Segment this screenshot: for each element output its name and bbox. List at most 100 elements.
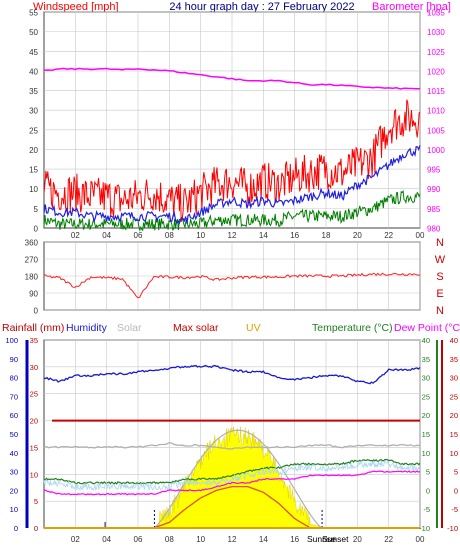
solar-fill-layer — [153, 426, 324, 529]
windspeed-axis-title: Windspeed [mph] — [33, 1, 119, 13]
wind-y-tick-label: 10 — [29, 185, 38, 194]
wind-x-tick-label: 02 — [71, 231, 80, 240]
windspeed-lull-line — [43, 189, 421, 232]
compass-label: N — [436, 305, 444, 317]
temperature-y-tick-label: 5 — [426, 468, 430, 477]
direction-y-tick-label: 0 — [34, 307, 39, 316]
rain-y-tick-label: 0 — [34, 524, 38, 533]
humidity-y-tick-label: 0 — [14, 524, 18, 533]
temperature-y-tick-label: 10 — [422, 449, 430, 458]
baro-y-tick-label: 1010 — [427, 107, 445, 116]
rain-y-tick-label: 25 — [30, 390, 38, 399]
humidity-y-tick-label: 40 — [10, 449, 18, 458]
series-layer — [43, 67, 421, 529]
direction-y-tick-label: 360 — [25, 239, 39, 248]
dewpoint-y-tick-label: 10 — [450, 449, 458, 458]
temperature-y-tick-label: -10 — [419, 524, 430, 533]
wind-x-tick-label: 18 — [322, 231, 331, 240]
dewpoint-y-tick-label: 5 — [454, 468, 458, 477]
temperature-y-tick-label: -5 — [423, 505, 430, 514]
climate-x-tick-label: 14 — [259, 535, 268, 544]
temperature-y-tick-label: 20 — [422, 411, 430, 420]
wind-y-tick-label: 40 — [29, 67, 38, 76]
wind-y-tick-label: 20 — [29, 146, 38, 155]
rain-y-tick-label: 15 — [30, 443, 38, 452]
temperature-y-tick-label: 30 — [422, 374, 430, 383]
climate-x-tick-label: 22 — [384, 535, 393, 544]
climate-x-tick-label: 10 — [196, 535, 205, 544]
direction-y-tick-label: 180 — [25, 273, 39, 282]
baro-y-tick-label: 1020 — [427, 67, 445, 76]
compass-label: N — [436, 237, 444, 249]
rain-y-tick-label: 35 — [30, 336, 38, 345]
humidity-y-tick-label: 70 — [10, 392, 18, 401]
baro-y-tick-label: 980 — [427, 225, 441, 234]
temperature-y-tick-label: 25 — [422, 392, 430, 401]
climate-x-tick-label: 16 — [290, 535, 299, 544]
legend-rainfall: Rainfall (mm) — [2, 322, 64, 334]
dewpoint-y-tick-label: 15 — [450, 430, 458, 439]
wind-x-tick-label: 12 — [228, 231, 237, 240]
climate-x-tick-label: 20 — [353, 535, 362, 544]
baro-y-tick-label: 995 — [427, 166, 441, 175]
sunset-label: Sunset — [322, 534, 349, 544]
baro-y-tick-label: 1035 — [427, 9, 445, 18]
wind-x-tick-label: 14 — [259, 231, 268, 240]
dewpoint-line — [43, 470, 421, 496]
dewpoint-y-tick-label: 0 — [454, 486, 458, 495]
baro-y-tick-label: 1005 — [427, 126, 445, 135]
legend-dewpoint: Dew Point (°C) — [394, 322, 460, 334]
wind-direction-line — [43, 272, 421, 299]
humidity-y-tick-label: 10 — [10, 505, 18, 514]
dewpoint-y-tick-label: 25 — [450, 392, 458, 401]
wind-y-tick-label: 15 — [29, 166, 38, 175]
wind-y-tick-label: 25 — [29, 126, 38, 135]
direction-y-tick-label: 90 — [29, 290, 38, 299]
baro-y-tick-label: 1025 — [427, 48, 445, 57]
humidity-y-tick-label: 80 — [10, 374, 18, 383]
dewpoint-y-tick-label: -5 — [451, 505, 458, 514]
sunrise-label: Sunrise — [307, 534, 336, 544]
wind-y-tick-label: 30 — [29, 107, 38, 116]
wind-y-tick-label: 50 — [29, 28, 38, 37]
legend-uv: UV — [246, 322, 261, 334]
humidity-y-tick-label: 90 — [10, 355, 18, 364]
wind-y-tick-label: 0 — [34, 225, 39, 234]
humidity-line — [43, 364, 421, 385]
wind-chill-line — [43, 459, 421, 492]
rain-y-tick-label: 10 — [30, 470, 38, 479]
windspeed-average-line — [43, 145, 421, 225]
wind-x-tick-label: 06 — [134, 231, 143, 240]
temperature-y-tick-label: 15 — [422, 430, 430, 439]
baro-y-tick-label: 1015 — [427, 87, 445, 96]
wind-y-tick-label: 55 — [29, 9, 38, 18]
rain-y-tick-label: 5 — [34, 497, 38, 506]
humidity-y-tick-label: 50 — [10, 430, 18, 439]
climate-x-tick-label: 02 — [71, 535, 80, 544]
baro-y-tick-label: 985 — [427, 205, 441, 214]
dewpoint-y-tick-label: -10 — [447, 524, 458, 533]
baro-y-tick-label: 1000 — [427, 146, 445, 155]
climate-x-tick-label: 08 — [165, 535, 174, 544]
climate-x-tick-label: 00 — [416, 535, 425, 544]
compass-label: W — [435, 254, 446, 266]
solar-radiation-fill — [153, 426, 324, 529]
compass-label: E — [436, 288, 443, 300]
legend-temperature: Temperature (°C) — [312, 322, 393, 334]
rain-y-tick-label: 30 — [30, 363, 38, 372]
temperature-y-tick-label: 40 — [422, 336, 430, 345]
barometer-axis-title: Barometer [hpa] — [372, 1, 451, 13]
solar-line — [43, 442, 421, 450]
legend-solar: Solar — [117, 322, 142, 334]
grid-layer — [25, 11, 443, 529]
climate-x-tick-label: 06 — [134, 535, 143, 544]
wind-x-tick-label: 04 — [102, 231, 111, 240]
tick-label-layer: 0510152025303540455055980985990995100010… — [5, 9, 458, 545]
humidity-y-tick-label: 60 — [10, 411, 18, 420]
wind-x-tick-label: 10 — [196, 231, 205, 240]
humidity-y-tick-label: 100 — [5, 336, 18, 345]
baro-y-tick-label: 1030 — [427, 28, 445, 37]
legend-maxsolar: Max solar — [173, 322, 219, 334]
wind-y-tick-label: 35 — [29, 87, 38, 96]
